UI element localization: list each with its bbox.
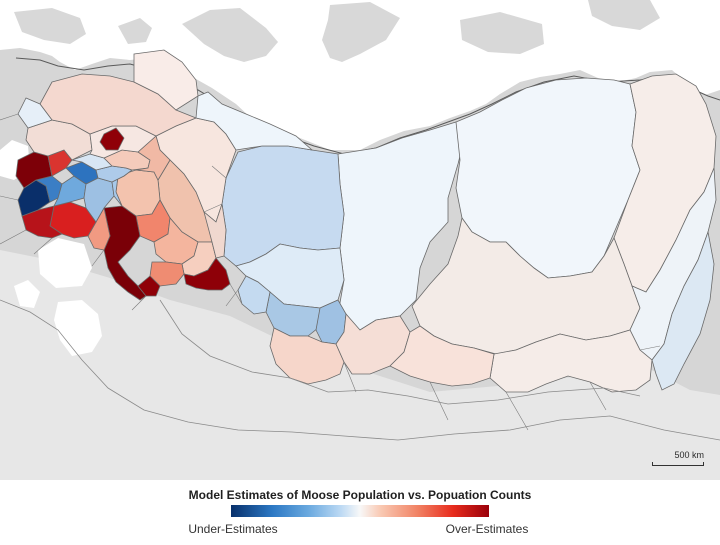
sea-3 — [14, 280, 40, 308]
region-west-20[interactable] — [99, 127, 125, 151]
legend-max-label: Over-Estimates — [445, 522, 529, 536]
legend-min-label: Under-Estimates — [188, 522, 278, 536]
south-borders — [0, 299, 720, 441]
island-6 — [14, 8, 86, 44]
south-land — [0, 250, 720, 480]
region-west-5[interactable] — [21, 205, 63, 239]
region-east-7[interactable] — [489, 329, 653, 393]
scale-label: 500 km — [674, 450, 704, 460]
region-ural-9[interactable] — [203, 203, 227, 259]
region-west-2[interactable] — [137, 275, 161, 297]
region-east-4[interactable] — [411, 217, 641, 355]
island-4 — [182, 8, 278, 62]
region-west-23[interactable] — [195, 91, 314, 151]
sea-1 — [38, 238, 92, 288]
island-1 — [322, 2, 400, 62]
map-svg — [0, 0, 720, 480]
legend-title: Model Estimates of Moose Population vs. … — [188, 488, 532, 502]
island-2 — [460, 12, 544, 54]
region-west-24[interactable] — [17, 97, 53, 129]
legend-area: Model Estimates of Moose Population vs. … — [0, 480, 720, 545]
map-panel: 500 km — [0, 0, 720, 480]
province-lines — [0, 113, 661, 431]
region-east-6[interactable] — [651, 230, 715, 391]
island-5 — [118, 18, 152, 44]
region-central-6[interactable] — [269, 327, 345, 385]
scale-bar: 500 km — [652, 450, 704, 468]
island-3 — [588, 0, 660, 30]
sea-2 — [54, 300, 102, 356]
scale-line — [652, 462, 704, 466]
region-central-5[interactable] — [237, 275, 271, 315]
region-central-3[interactable] — [265, 291, 321, 337]
south-borders-2 — [159, 299, 641, 405]
region-west-17[interactable] — [135, 135, 171, 181]
region-central-8[interactable] — [389, 325, 495, 387]
legend-gradient-bar — [231, 505, 489, 517]
region-west-21[interactable] — [39, 73, 198, 137]
